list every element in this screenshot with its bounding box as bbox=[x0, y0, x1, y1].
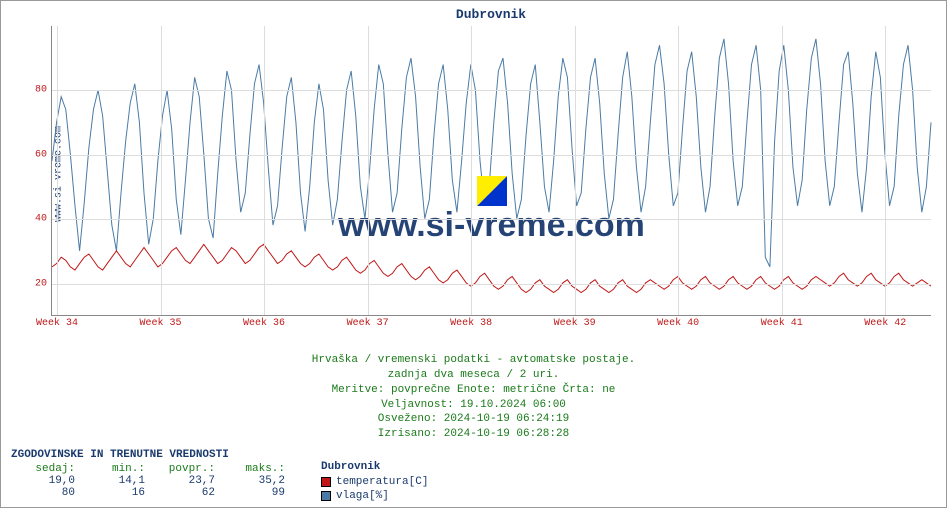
x-tick-label: Week 36 bbox=[243, 318, 285, 329]
legend-label: vlaga[%] bbox=[336, 489, 389, 503]
stats-row: 80166299 bbox=[11, 487, 291, 499]
stats-cell: 62 bbox=[151, 487, 221, 499]
chart-area: Dubrovnik www.si-vreme.com www.si-vreme.… bbox=[51, 11, 931, 336]
stats-header-cell: sedaj: bbox=[11, 463, 81, 475]
chart-svg bbox=[52, 26, 931, 315]
caption-line: Veljavnost: 19.10.2024 06:00 bbox=[1, 398, 946, 413]
y-tick-label: 20 bbox=[27, 278, 47, 289]
legend-title: Dubrovnik bbox=[321, 461, 428, 473]
x-tick-label: Week 40 bbox=[657, 318, 699, 329]
stats-header-cell: povpr.: bbox=[151, 463, 221, 475]
legend-swatch-icon bbox=[321, 477, 331, 487]
stats-header-row: sedaj:min.:povpr.:maks.: bbox=[11, 463, 291, 475]
x-tick-label: Week 34 bbox=[36, 318, 78, 329]
legend-block: Dubrovnik temperatura[C]vlaga[%] bbox=[321, 461, 428, 504]
x-tick-label: Week 35 bbox=[140, 318, 182, 329]
legend-label: temperatura[C] bbox=[336, 475, 428, 489]
caption-block: Hrvaška / vremenski podatki - avtomatske… bbox=[1, 353, 946, 442]
x-tick-label: Week 38 bbox=[450, 318, 492, 329]
y-tick-label: 40 bbox=[27, 214, 47, 225]
stats-cell: 19,0 bbox=[11, 475, 81, 487]
caption-line: zadnja dva meseca / 2 uri. bbox=[1, 368, 946, 383]
series-temperatura bbox=[52, 244, 931, 292]
stats-cell: 99 bbox=[221, 487, 291, 499]
legend-item: temperatura[C] bbox=[321, 475, 428, 489]
stats-title: ZGODOVINSKE IN TRENUTNE VREDNOSTI bbox=[11, 449, 291, 461]
x-tick-label: Week 41 bbox=[761, 318, 803, 329]
plot-region: www.si-vreme.com 20406080Week 34Week 35W… bbox=[51, 26, 931, 316]
stats-header-cell: min.: bbox=[81, 463, 151, 475]
caption-line: Meritve: povprečne Enote: metrične Črta:… bbox=[1, 383, 946, 398]
stats-header-cell: maks.: bbox=[221, 463, 291, 475]
stats-row: 19,014,123,735,2 bbox=[11, 475, 291, 487]
chart-title: Dubrovnik bbox=[51, 7, 931, 22]
series-vlaga bbox=[52, 39, 931, 267]
x-tick-label: Week 37 bbox=[347, 318, 389, 329]
caption-line: Osveženo: 2024-10-19 06:24:19 bbox=[1, 412, 946, 427]
legend-swatch-icon bbox=[321, 491, 331, 501]
stats-cell: 16 bbox=[81, 487, 151, 499]
legend-item: vlaga[%] bbox=[321, 489, 428, 503]
y-tick-label: 60 bbox=[27, 149, 47, 160]
x-tick-label: Week 39 bbox=[554, 318, 596, 329]
x-tick-label: Week 42 bbox=[864, 318, 906, 329]
caption-line: Hrvaška / vremenski podatki - avtomatske… bbox=[1, 353, 946, 368]
stats-cell: 14,1 bbox=[81, 475, 151, 487]
y-tick-label: 80 bbox=[27, 85, 47, 96]
stats-cell: 35,2 bbox=[221, 475, 291, 487]
stats-cell: 23,7 bbox=[151, 475, 221, 487]
caption-line: Izrisano: 2024-10-19 06:28:28 bbox=[1, 427, 946, 442]
stats-cell: 80 bbox=[11, 487, 81, 499]
stats-block: ZGODOVINSKE IN TRENUTNE VREDNOSTI sedaj:… bbox=[11, 449, 291, 499]
watermark-logo-icon bbox=[477, 176, 507, 206]
